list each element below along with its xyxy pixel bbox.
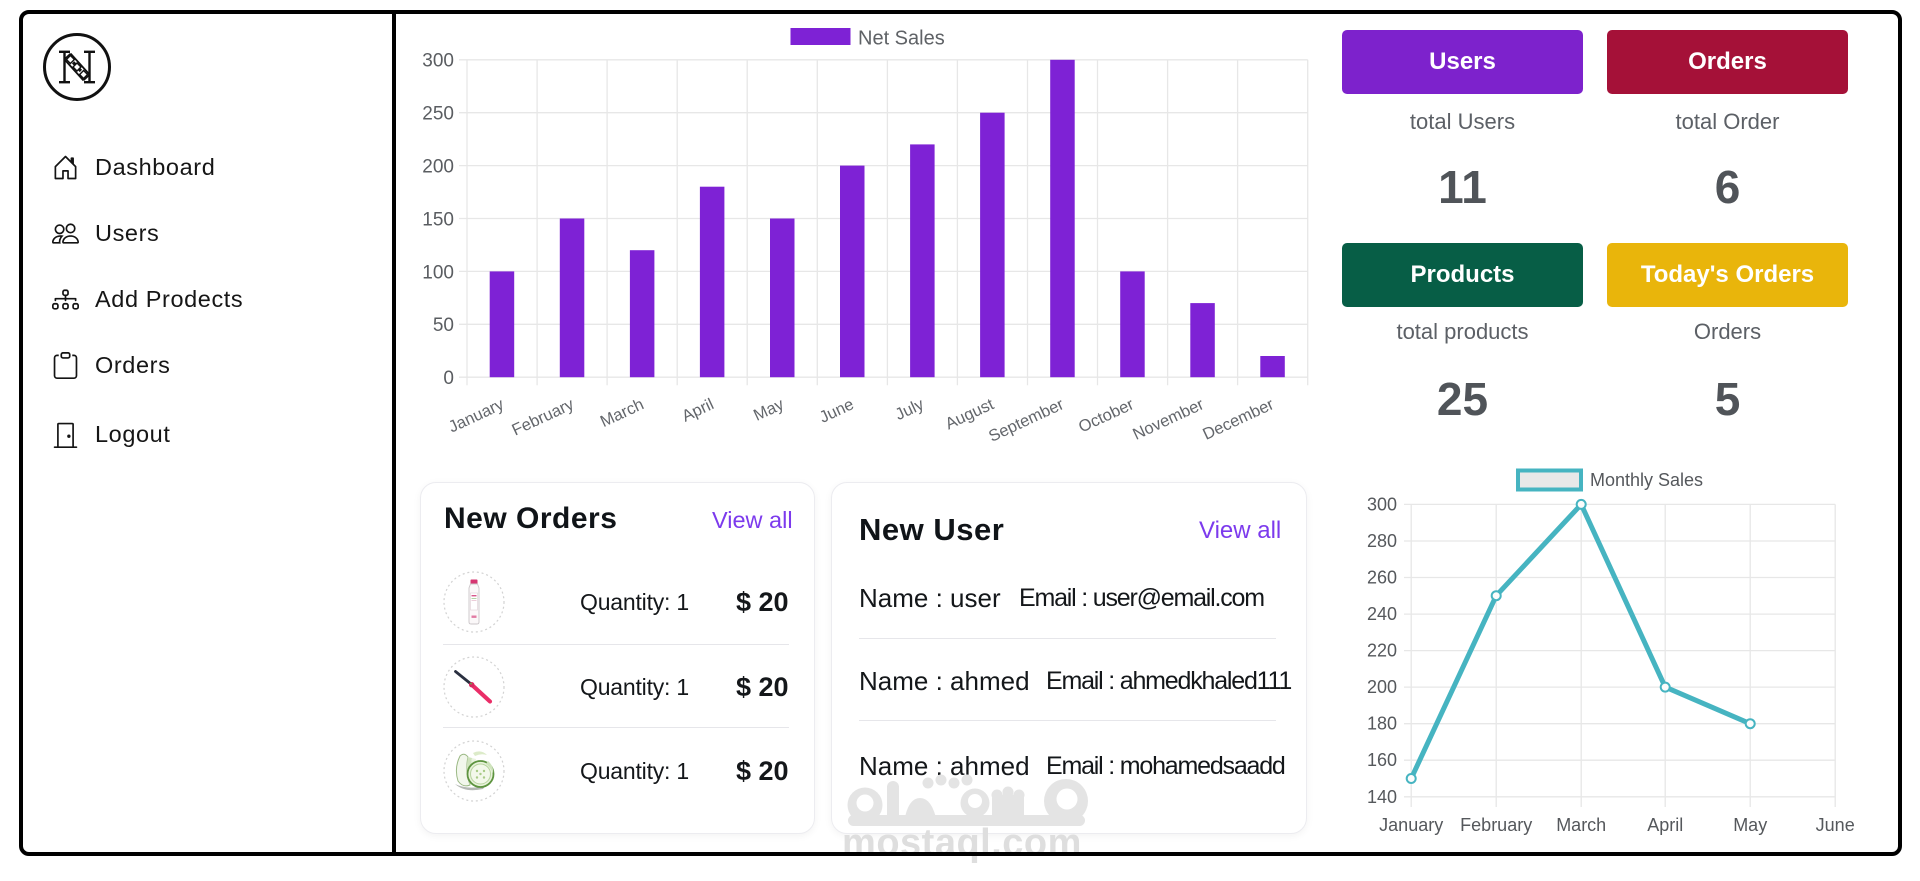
svg-text:December: December — [1200, 395, 1277, 444]
svg-text:February: February — [1460, 815, 1532, 835]
svg-text:260: 260 — [1367, 568, 1397, 588]
svg-text:240: 240 — [1367, 604, 1397, 624]
svg-text:280: 280 — [1367, 531, 1397, 551]
svg-text:January: January — [446, 395, 507, 436]
svg-text:220: 220 — [1367, 641, 1397, 661]
svg-text:200: 200 — [1367, 677, 1397, 697]
svg-text:October: October — [1076, 395, 1137, 436]
svg-text:50: 50 — [433, 315, 454, 336]
svg-text:300: 300 — [422, 51, 454, 72]
svg-text:March: March — [1556, 815, 1606, 835]
svg-text:100: 100 — [422, 262, 454, 283]
svg-text:Net Sales: Net Sales — [858, 28, 945, 50]
svg-text:160: 160 — [1367, 750, 1397, 770]
svg-text:November: November — [1130, 395, 1207, 444]
svg-text:Monthly Sales: Monthly Sales — [1590, 470, 1703, 490]
svg-text:May: May — [1733, 815, 1767, 835]
svg-text:April: April — [679, 395, 717, 425]
svg-text:140: 140 — [1367, 787, 1397, 807]
svg-text:September: September — [986, 395, 1067, 446]
svg-text:March: March — [598, 395, 647, 431]
svg-text:150: 150 — [422, 209, 454, 230]
svg-text:May: May — [751, 395, 788, 425]
svg-text:July: July — [892, 395, 927, 424]
svg-text:180: 180 — [1367, 714, 1397, 734]
svg-text:April: April — [1647, 815, 1683, 835]
svg-text:June: June — [817, 395, 857, 426]
svg-text:January: January — [1379, 815, 1443, 835]
svg-text:February: February — [509, 395, 577, 440]
svg-text:250: 250 — [422, 104, 454, 125]
svg-text:0: 0 — [443, 368, 454, 389]
svg-text:200: 200 — [422, 157, 454, 178]
svg-text:300: 300 — [1367, 494, 1397, 514]
svg-text:June: June — [1816, 815, 1855, 835]
